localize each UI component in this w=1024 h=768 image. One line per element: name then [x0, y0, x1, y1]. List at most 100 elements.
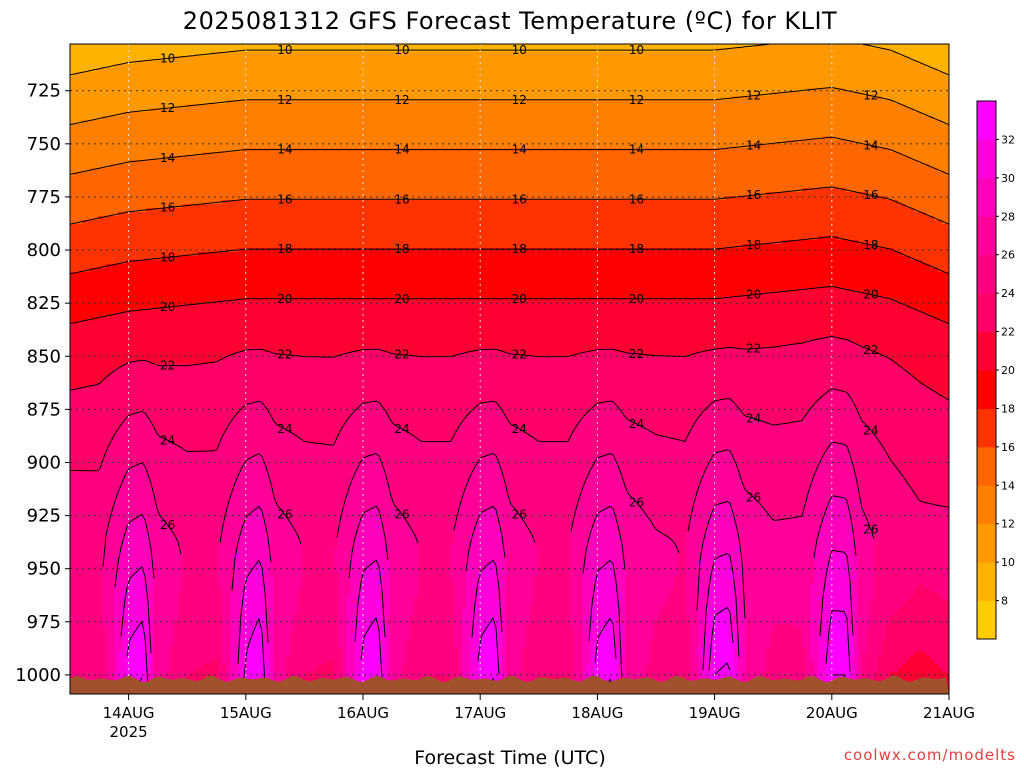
field-cell [102, 224, 107, 229]
field-cell [78, 312, 83, 317]
field-cell [102, 48, 107, 53]
field-cell [158, 316, 163, 321]
field-cell [134, 656, 139, 661]
field-cell [118, 652, 123, 657]
field-cell [78, 196, 83, 201]
field-cell [82, 584, 87, 589]
field-cell [118, 328, 123, 333]
field-cell [98, 428, 103, 433]
field-cell [162, 640, 167, 645]
field-cell [142, 176, 147, 181]
field-cell [150, 248, 155, 253]
field-cell [106, 272, 111, 277]
field-cell [82, 456, 87, 461]
field-cell [134, 340, 139, 345]
field-cell [106, 612, 111, 617]
field-cell [122, 44, 127, 49]
field-cell [102, 84, 107, 89]
field-cell [150, 516, 155, 521]
field-cell [74, 644, 79, 649]
field-cell [114, 512, 119, 517]
field-cell [150, 236, 155, 241]
field-cell [122, 152, 127, 157]
field-cell [78, 408, 83, 413]
field-cell [86, 520, 91, 525]
field-cell [162, 240, 167, 245]
field-cell [138, 612, 143, 617]
field-cell [154, 60, 159, 65]
field-cell [102, 204, 107, 209]
field-cell [110, 280, 115, 285]
field-cell [162, 656, 167, 661]
field-cell [114, 648, 119, 653]
field-cell [110, 128, 115, 133]
field-cell [146, 436, 151, 441]
field-cell [78, 664, 83, 669]
field-cell [106, 652, 111, 657]
field-cell [118, 644, 123, 649]
field-cell [86, 444, 91, 449]
field-cell [82, 156, 87, 161]
field-cell [70, 428, 75, 433]
field-cell [154, 80, 159, 85]
field-cell [86, 200, 91, 205]
field-cell [154, 220, 159, 225]
field-cell [162, 88, 167, 93]
field-cell [142, 604, 147, 609]
field-cell [78, 324, 83, 329]
field-cell [98, 472, 103, 477]
field-cell [150, 296, 155, 301]
field-cell [98, 112, 103, 117]
field-cell [90, 208, 95, 213]
field-cell [118, 528, 123, 533]
field-cell [150, 332, 155, 337]
field-cell [118, 176, 123, 181]
field-cell [150, 452, 155, 457]
field-cell [166, 428, 171, 433]
field-cell [154, 604, 159, 609]
field-cell [110, 524, 115, 529]
field-cell [150, 136, 155, 141]
field-cell [94, 220, 99, 225]
field-cell [114, 456, 119, 461]
field-cell [118, 84, 123, 89]
field-cell [138, 652, 143, 657]
field-cell [122, 232, 127, 237]
field-cell [150, 120, 155, 125]
field-cell [78, 556, 83, 561]
field-cell [138, 420, 143, 425]
field-cell [150, 192, 155, 197]
field-cell [82, 104, 87, 109]
field-cell [138, 264, 143, 269]
field-cell [110, 480, 115, 485]
field-cell [138, 500, 143, 505]
field-cell [78, 464, 83, 469]
field-cell [114, 612, 119, 617]
field-cell [154, 540, 159, 545]
field-cell [94, 396, 99, 401]
field-cell [154, 180, 159, 185]
field-cell [102, 516, 107, 521]
field-cell [122, 656, 127, 661]
field-cell [118, 316, 123, 321]
field-cell [122, 156, 127, 161]
field-cell [86, 464, 91, 469]
field-cell [122, 204, 127, 209]
field-cell [126, 328, 131, 333]
field-cell [106, 412, 111, 417]
field-cell [126, 568, 131, 573]
field-cell [134, 120, 139, 125]
field-cell [146, 240, 151, 245]
field-cell [150, 616, 155, 621]
field-cell [102, 440, 107, 445]
field-cell [142, 268, 147, 273]
field-cell [70, 100, 75, 105]
field-cell [122, 180, 127, 185]
field-cell [154, 184, 159, 189]
field-cell [150, 168, 155, 173]
field-cell [82, 588, 87, 593]
field-cell [78, 588, 83, 593]
field-cell [102, 120, 107, 125]
field-cell [74, 228, 79, 233]
field-cell [94, 48, 99, 53]
